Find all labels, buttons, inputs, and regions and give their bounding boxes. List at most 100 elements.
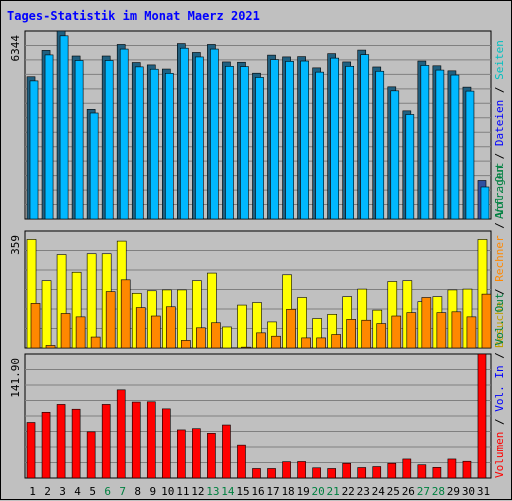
x-tick-label: 20 — [312, 485, 325, 498]
x-tick-label: 30 — [462, 485, 475, 498]
bar-volumen — [387, 462, 397, 479]
bar-dateien — [119, 48, 129, 220]
bar-dateien — [480, 186, 490, 220]
bar-volumen — [447, 458, 457, 479]
bar-rechner — [211, 322, 221, 349]
bar-volumen — [282, 461, 291, 479]
legend-separator: / — [493, 412, 506, 432]
x-tick-label: 27 — [417, 485, 430, 498]
bar-rechner — [406, 312, 417, 349]
x-tick-label: 29 — [447, 485, 460, 498]
bar-volumen — [222, 424, 231, 479]
bar-besuche — [177, 289, 187, 349]
bar-dateien — [330, 57, 339, 220]
bar-rechner — [361, 319, 372, 349]
bar-volumen — [312, 467, 321, 479]
x-tick-label: 10 — [161, 485, 174, 498]
bar-volumen — [161, 408, 171, 479]
bar-dateien — [450, 74, 460, 220]
legend-separator: / — [493, 216, 506, 236]
bar-volumen — [357, 467, 367, 479]
bar-rechner — [60, 313, 71, 349]
legend-entry: Rechner — [493, 235, 506, 282]
bar-rechner — [120, 279, 131, 349]
bar-rechner — [271, 335, 281, 349]
legend-entry: Vol. In — [493, 365, 506, 411]
bar-dateien — [134, 66, 144, 220]
bar-rechner — [301, 337, 311, 349]
x-tick-label: 1 — [29, 485, 36, 498]
bar-rechner — [451, 311, 462, 349]
bar-dateien — [435, 69, 445, 220]
bar-rechner — [466, 316, 477, 349]
y-tick-label: 141.90 — [9, 358, 22, 398]
bar-rechner — [256, 332, 266, 349]
bar-dateien — [74, 60, 84, 220]
bar-dateien — [104, 60, 114, 220]
bar-volumen — [237, 444, 246, 479]
bar-volumen — [86, 431, 96, 479]
legend-entry: Volumen — [493, 432, 506, 478]
x-tick-label: 17 — [266, 485, 279, 498]
bar-rechner — [436, 312, 447, 349]
bar-volumen — [131, 401, 141, 479]
x-tick-label: 21 — [327, 485, 340, 498]
x-tick-label: 8 — [134, 485, 141, 498]
bar-rechner — [45, 345, 56, 349]
bar-rechner — [90, 336, 101, 349]
bar-dateien — [345, 65, 355, 220]
bar-volumen — [327, 468, 336, 479]
legend-entry: Dateien — [493, 100, 506, 146]
x-tick-label: 18 — [281, 485, 294, 498]
bar-dateien — [59, 35, 69, 220]
x-tick-label: 4 — [74, 485, 81, 498]
bar-besuche — [237, 304, 247, 349]
bar-rechner — [481, 293, 492, 349]
legend: Volumen / Vol. In / Vol. Out — [493, 293, 506, 478]
bar-volumen — [432, 467, 442, 479]
bar-dateien — [465, 90, 475, 220]
x-tick-label: 14 — [221, 485, 235, 498]
bar-rechner — [135, 307, 146, 349]
bar-rechner — [165, 306, 176, 349]
x-tick-label: 31 — [477, 485, 490, 498]
x-tick-label: 11 — [176, 485, 189, 498]
y-tick-label: 6344 — [9, 35, 22, 62]
bar-dateien — [285, 61, 294, 220]
x-tick-label: 28 — [432, 485, 445, 498]
x-tick-label: 5 — [89, 485, 96, 498]
legend-entry: Vol. Out — [493, 293, 506, 346]
x-tick-label: 16 — [251, 485, 264, 498]
y-tick-label: 359 — [9, 235, 22, 255]
legend-entry: Anfragen — [493, 166, 506, 219]
x-tick-label: 2 — [44, 485, 51, 498]
x-tick-label: 7 — [119, 485, 126, 498]
bar-besuche — [41, 280, 52, 349]
bar-dateien — [315, 71, 324, 220]
bar-volumen — [146, 401, 156, 479]
legend-separator: / — [493, 346, 506, 366]
bar-rechner — [286, 308, 296, 349]
x-tick-label: 9 — [149, 485, 156, 498]
bar-dateien — [195, 56, 204, 220]
bar-volumen — [297, 461, 306, 479]
bar-rechner — [421, 297, 432, 349]
bar-volumen — [252, 468, 261, 479]
legend-entry: Besuche — [493, 302, 506, 348]
bar-volumen — [207, 433, 216, 479]
bar-volumen — [477, 353, 487, 479]
x-tick-label: 26 — [402, 485, 415, 498]
legend-entry: Vol. Out — [493, 163, 506, 216]
bar-volumen — [372, 466, 382, 479]
bar-dateien — [89, 112, 99, 220]
bar-dateien — [180, 47, 189, 220]
bar-rechner — [316, 337, 326, 349]
bar-volumen — [192, 428, 201, 479]
x-tick-label: 6 — [104, 485, 111, 498]
bar-rechner — [30, 303, 41, 349]
bar-dateien — [255, 77, 264, 220]
bar-rechner — [181, 340, 191, 349]
bar-volumen — [267, 468, 276, 479]
bar-dateien — [164, 72, 174, 220]
